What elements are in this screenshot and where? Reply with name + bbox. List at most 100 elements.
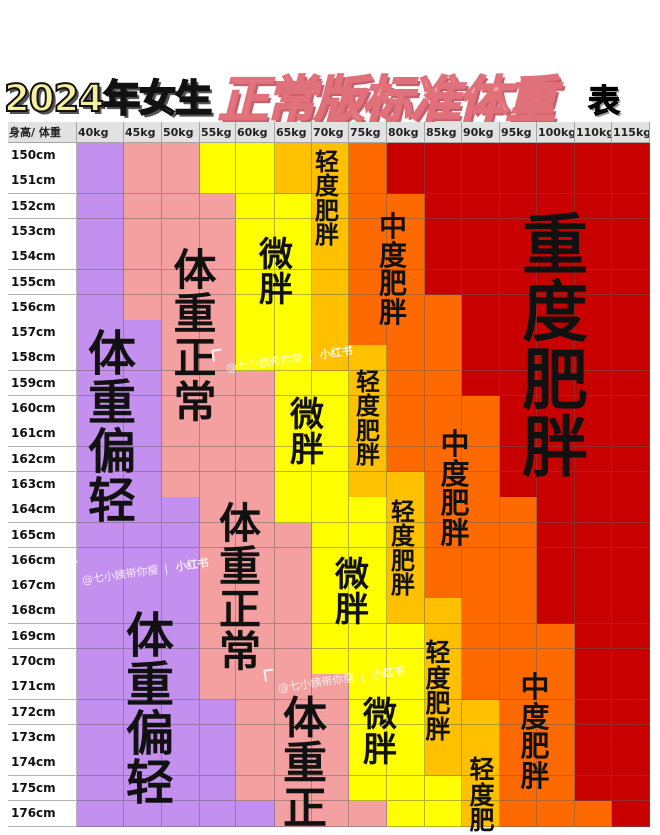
- table-cell-1: [236, 522, 275, 549]
- table-cell-5: [537, 497, 575, 523]
- table-cell-1: [275, 598, 312, 625]
- table-cell-1: [236, 623, 275, 650]
- table-cell-5: [575, 244, 612, 270]
- table-cell-0: [77, 775, 124, 802]
- table-cell-2: [275, 269, 312, 296]
- table-cell-5: [575, 370, 612, 397]
- table-cell-5: [500, 244, 537, 270]
- table-cell-5: [575, 294, 612, 321]
- table-cell-5: [612, 699, 650, 726]
- table-cell-1: [200, 218, 236, 245]
- table-cell-3: [462, 724, 500, 751]
- table-cell-4: [537, 699, 575, 726]
- table-cell-2: [275, 218, 312, 245]
- table-cell-4: [387, 294, 425, 321]
- table-cell-3: [312, 244, 349, 270]
- table-cell-5: [612, 724, 650, 751]
- row-header: 158cm: [8, 345, 77, 372]
- table-cell-0: [200, 800, 236, 827]
- table-cell-2: [349, 724, 387, 751]
- table-cell-5: [537, 598, 575, 625]
- table-cell-0: [162, 800, 200, 827]
- table-cell-4: [387, 421, 425, 448]
- table-cell-3: [387, 573, 425, 599]
- table-cell-1: [200, 193, 236, 220]
- table-cell-0: [77, 143, 124, 169]
- table-cell-3: [312, 269, 349, 296]
- table-cell-5: [612, 396, 650, 422]
- table-cell-4: [575, 800, 612, 827]
- table-cell-4: [425, 396, 462, 422]
- table-cell-5: [612, 320, 650, 346]
- table-cell-1: [236, 699, 275, 726]
- row-header: 165cm: [8, 522, 77, 549]
- table-cell-5: [575, 396, 612, 422]
- table-cell-5: [612, 674, 650, 701]
- table-cell-1: [236, 471, 275, 498]
- table-cell-2: [349, 750, 387, 776]
- row-header: 160cm: [8, 396, 77, 422]
- table-cell-1: [162, 218, 200, 245]
- table-cell-4: [500, 522, 537, 549]
- table-cell-3: [349, 370, 387, 397]
- table-cell-4: [387, 370, 425, 397]
- table-cell-5: [537, 573, 575, 599]
- row-header: 163cm: [8, 471, 77, 498]
- table-cell-2: [349, 623, 387, 650]
- table-cell-4: [462, 674, 500, 701]
- table-cell-4: [387, 345, 425, 372]
- table-cell-2: [425, 800, 462, 827]
- table-cell-5: [387, 168, 425, 195]
- table-cell-1: [200, 623, 236, 650]
- table-cell-4: [462, 396, 500, 422]
- table-cell-4: [500, 623, 537, 650]
- table-cell-5: [425, 244, 462, 270]
- table-cell-0: [162, 775, 200, 802]
- table-cell-5: [500, 269, 537, 296]
- table-cell-3: [425, 598, 462, 625]
- table-cell-0: [77, 218, 124, 245]
- table-cell-0: [77, 623, 124, 650]
- table-cell-0: [124, 396, 162, 422]
- table-cell-3: [275, 168, 312, 195]
- table-cell-1: [236, 775, 275, 802]
- table-cell-4: [349, 168, 387, 195]
- table-cell-5: [575, 497, 612, 523]
- row-header: 172cm: [8, 699, 77, 726]
- table-cell-5: [462, 269, 500, 296]
- table-cell-3: [425, 699, 462, 726]
- table-cell-4: [349, 143, 387, 169]
- table-cell-1: [275, 724, 312, 751]
- table-cell-4: [500, 598, 537, 625]
- table-cell-1: [162, 193, 200, 220]
- table-cell-1: [236, 421, 275, 448]
- table-cell-4: [537, 800, 575, 827]
- table-cell-0: [124, 775, 162, 802]
- table-cell-0: [162, 522, 200, 549]
- table-cell-0: [77, 421, 124, 448]
- table-cell-1: [275, 623, 312, 650]
- table-cell-2: [349, 547, 387, 574]
- table-cell-2: [387, 775, 425, 802]
- column-header: 90kg: [462, 122, 500, 143]
- row-header: 171cm: [8, 674, 77, 701]
- table-cell-4: [500, 649, 537, 675]
- table-cell-0: [77, 497, 124, 523]
- table-cell-5: [462, 218, 500, 245]
- table-cell-1: [162, 345, 200, 372]
- row-header: 156cm: [8, 294, 77, 321]
- table-cell-5: [537, 168, 575, 195]
- table-cell-5: [612, 598, 650, 625]
- region-label: 中度肥胖: [379, 210, 408, 329]
- table-cell-5: [462, 168, 500, 195]
- table-cell-4: [425, 370, 462, 397]
- row-header: 164cm: [8, 497, 77, 523]
- table-cell-3: [387, 471, 425, 498]
- table-cell-1: [162, 446, 200, 473]
- table-cell-5: [500, 345, 537, 372]
- table-cell-1: [162, 370, 200, 397]
- region-label: 微胖: [259, 235, 293, 310]
- table-cell-2: [275, 244, 312, 270]
- watermark-separator: |: [307, 349, 313, 364]
- table-cell-1: [200, 446, 236, 473]
